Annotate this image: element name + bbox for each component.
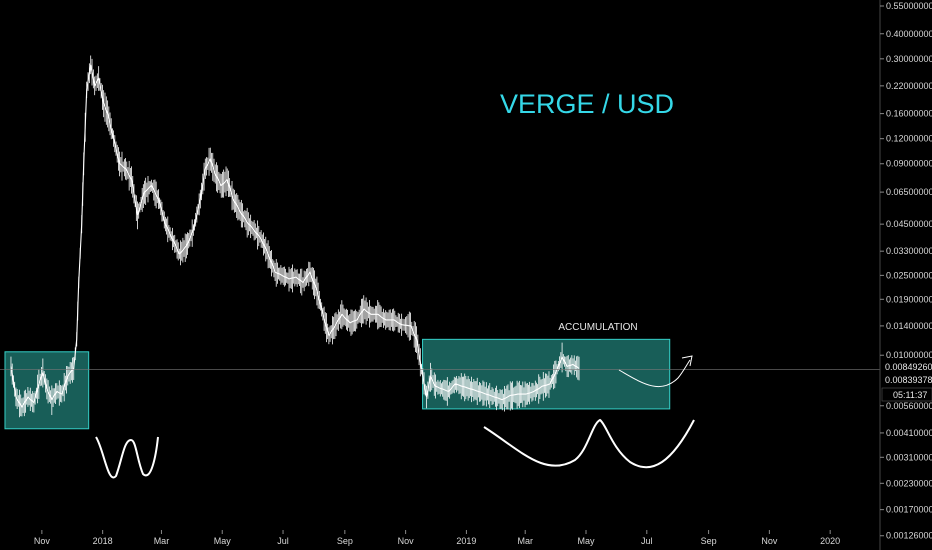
time-tick-label: May <box>577 536 595 546</box>
time-tick-label: Mar <box>154 536 170 546</box>
price-tick-label: 0.00126000 <box>886 531 932 541</box>
price-tick-label: 0.00230000 <box>886 478 932 488</box>
price-tick-label: 0.16000000 <box>886 109 932 119</box>
time-tick-label: Nov <box>398 536 415 546</box>
chart-title: VERGE / USD <box>500 89 674 119</box>
price-tick-label: 0.01000000 <box>886 350 932 360</box>
price-tick-label: 0.40000000 <box>886 29 932 39</box>
price-tick-label: 0.04500000 <box>886 219 932 229</box>
accumulation-label: ACCUMULATION <box>558 322 637 333</box>
price-axis[interactable]: 0.55000000 0.40000000 0.30000000 0.22000000… <box>879 0 932 550</box>
price-tick-label: 0.30000000 <box>886 54 932 64</box>
price-tick-label: 0.00170000 <box>886 505 932 515</box>
time-axis[interactable]: Nov 2018 Mar May Jul Sep Nov 2019 Mar May Jul Sep No… <box>34 530 840 546</box>
price-badge-upper: 0.00849260 <box>885 362 932 372</box>
accumulation-box-2 <box>422 338 671 410</box>
time-tick-label: Mar <box>517 536 533 546</box>
price-tick-label: 0.12000000 <box>886 134 932 144</box>
time-tick-label: 2019 <box>456 536 476 546</box>
double-bottom-sketch <box>95 436 159 479</box>
time-tick-label: Sep <box>337 536 353 546</box>
price-badge-lower: 0.00839378 <box>885 375 932 385</box>
time-tick-label: Sep <box>701 536 717 546</box>
time-tick-label: Nov <box>761 536 778 546</box>
price-badge-upper-bg <box>882 361 932 373</box>
projection-arrowhead <box>681 355 693 367</box>
price-tick-label: 0.06500000 <box>886 187 932 197</box>
time-tick-label: May <box>214 536 232 546</box>
countdown-badge: 05:11:37 <box>893 390 927 400</box>
price-line-path <box>10 64 580 409</box>
price-tick-label: 0.03300000 <box>886 246 932 256</box>
time-tick-label: Jul <box>277 536 289 546</box>
inverse-head-shoulders-sketch <box>483 418 695 469</box>
time-tick-label: Nov <box>34 536 51 546</box>
price-tick-label: 0.55000000 <box>886 1 932 11</box>
price-badges: 0.00849260 0.00839378 05:11:37 <box>881 361 932 402</box>
projection-curve-sketch <box>618 359 691 388</box>
price-tick-label: 0.00410000 <box>886 428 932 438</box>
price-tick-label: 0.00560000 <box>886 401 932 411</box>
time-tick-label: Jul <box>641 536 653 546</box>
price-tick-label: 0.01900000 <box>886 294 932 304</box>
price-badge-lower-bg <box>882 374 932 386</box>
time-tick-label: 2018 <box>93 536 113 546</box>
price-tick-label: 0.22000000 <box>886 81 932 91</box>
price-tick-label: 0.09000000 <box>886 159 932 169</box>
price-tick-label: 0.02500000 <box>886 270 932 280</box>
countdown-badge-bg <box>881 387 932 402</box>
time-tick-label: 2020 <box>820 536 840 546</box>
price-tick-label: 0.00310000 <box>886 452 932 462</box>
price-tick-label: 0.01400000 <box>886 321 932 331</box>
price-series <box>10 55 580 418</box>
